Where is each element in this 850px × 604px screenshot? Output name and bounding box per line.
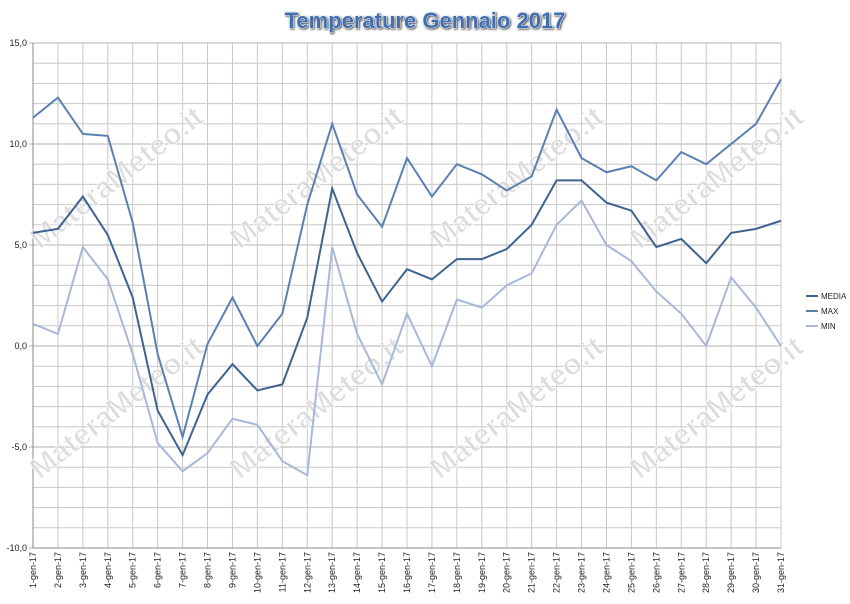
legend-label: MEDIA: [821, 292, 847, 301]
plot: MEDIA MAX MIN: [32, 78, 847, 477]
x-tick-label: 9-gen-17: [227, 552, 237, 588]
series-line: [32, 78, 782, 441]
x-tick-label: 21-gen-17: [527, 552, 537, 593]
y-tick-label: -5,0: [11, 442, 27, 452]
chart-title: Temperature Gennaio 2017: [285, 8, 566, 33]
x-tick-label: 20-gen-17: [502, 552, 512, 593]
x-tick-label: 23-gen-17: [577, 552, 587, 593]
x-tick-label: 1-gen-17: [28, 552, 38, 588]
x-tick-label: 4-gen-17: [103, 552, 113, 588]
x-tick-label: 25-gen-17: [626, 552, 636, 593]
watermark: MateraMeteo.it: [624, 330, 810, 485]
x-tick-label: 19-gen-17: [477, 552, 487, 593]
x-tick-label: 3-gen-17: [78, 552, 88, 588]
series-line: [32, 179, 782, 458]
x-tick-label: 14-gen-17: [352, 552, 362, 593]
x-tick-label: 18-gen-17: [452, 552, 462, 593]
y-tick-label: -10,0: [6, 543, 27, 553]
x-tick-label: 15-gen-17: [377, 552, 387, 593]
x-tick-label: 22-gen-17: [552, 552, 562, 593]
y-tick-label: 0,0: [14, 341, 27, 351]
x-tick-label: 5-gen-17: [128, 552, 138, 588]
y-tick-label: 15,0: [9, 38, 27, 48]
x-tick-label: 29-gen-17: [726, 552, 736, 593]
x-tick-label: 27-gen-17: [676, 552, 686, 593]
y-tick-label: 10,0: [9, 139, 27, 149]
x-tick-label: 31-gen-17: [776, 552, 786, 593]
x-tick-label: 12-gen-17: [302, 552, 312, 593]
series-line: [32, 198, 782, 477]
x-tick-label: 13-gen-17: [327, 552, 337, 593]
watermark: MateraMeteo.it: [24, 330, 210, 485]
x-tick-label: 11-gen-17: [277, 552, 287, 592]
x-tick-label: 2-gen-17: [53, 552, 63, 588]
legend-label: MIN: [821, 322, 836, 331]
legend-label: MAX: [821, 307, 839, 316]
x-tick-label: 10-gen-17: [252, 552, 262, 593]
x-tick-label: 6-gen-17: [153, 552, 163, 588]
x-tick-label: 24-gen-17: [601, 552, 611, 593]
x-tick-label: 26-gen-17: [651, 552, 661, 593]
x-tick-label: 16-gen-17: [402, 552, 412, 593]
x-tick-label: 8-gen-17: [203, 552, 213, 588]
x-tick-label: 7-gen-17: [178, 552, 188, 588]
x-tick-label: 28-gen-17: [701, 552, 711, 593]
x-tick-label: 30-gen-17: [751, 552, 761, 593]
x-tick-label: 17-gen-17: [427, 552, 437, 593]
y-tick-label: 5,0: [14, 240, 27, 250]
